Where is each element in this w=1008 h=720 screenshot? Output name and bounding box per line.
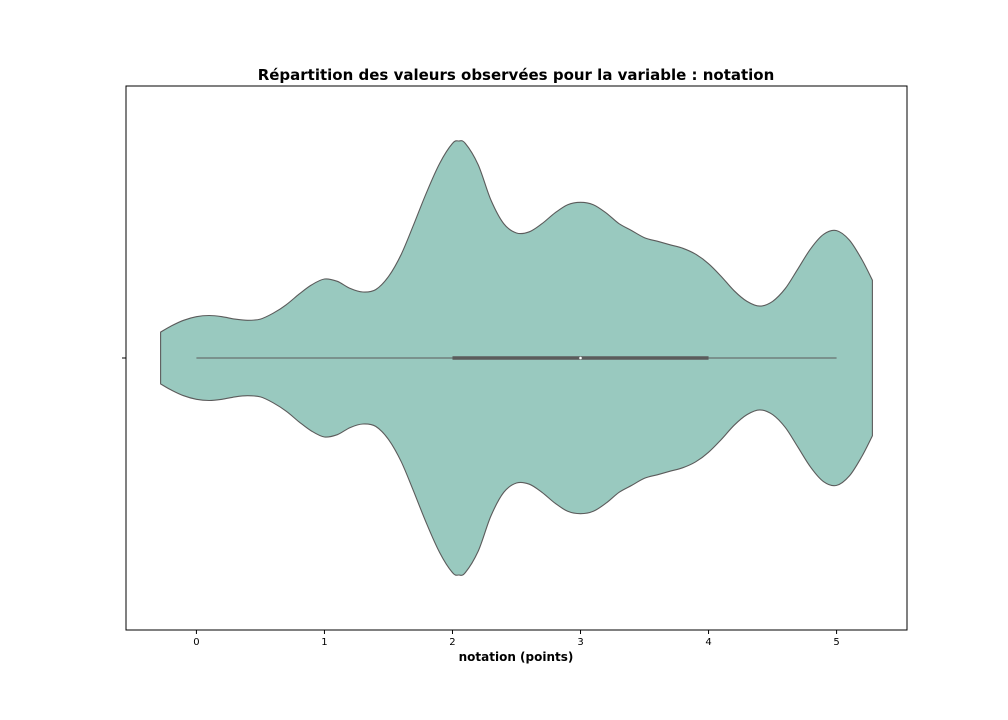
x-tick-label: 2: [449, 637, 455, 648]
chart-title: Répartition des valeurs observées pour l…: [258, 66, 775, 84]
x-axis-label: notation (points): [459, 650, 574, 664]
violin-group: [160, 140, 873, 576]
x-tick-label: 5: [833, 637, 839, 648]
median-point: [579, 356, 582, 360]
x-tick-label: 0: [193, 637, 199, 648]
x-tick-label: 3: [577, 637, 583, 648]
x-axis: 0 1 2 3 4 5: [193, 630, 840, 648]
x-tick-label: 1: [321, 637, 327, 648]
x-tick-label: 4: [705, 637, 711, 648]
